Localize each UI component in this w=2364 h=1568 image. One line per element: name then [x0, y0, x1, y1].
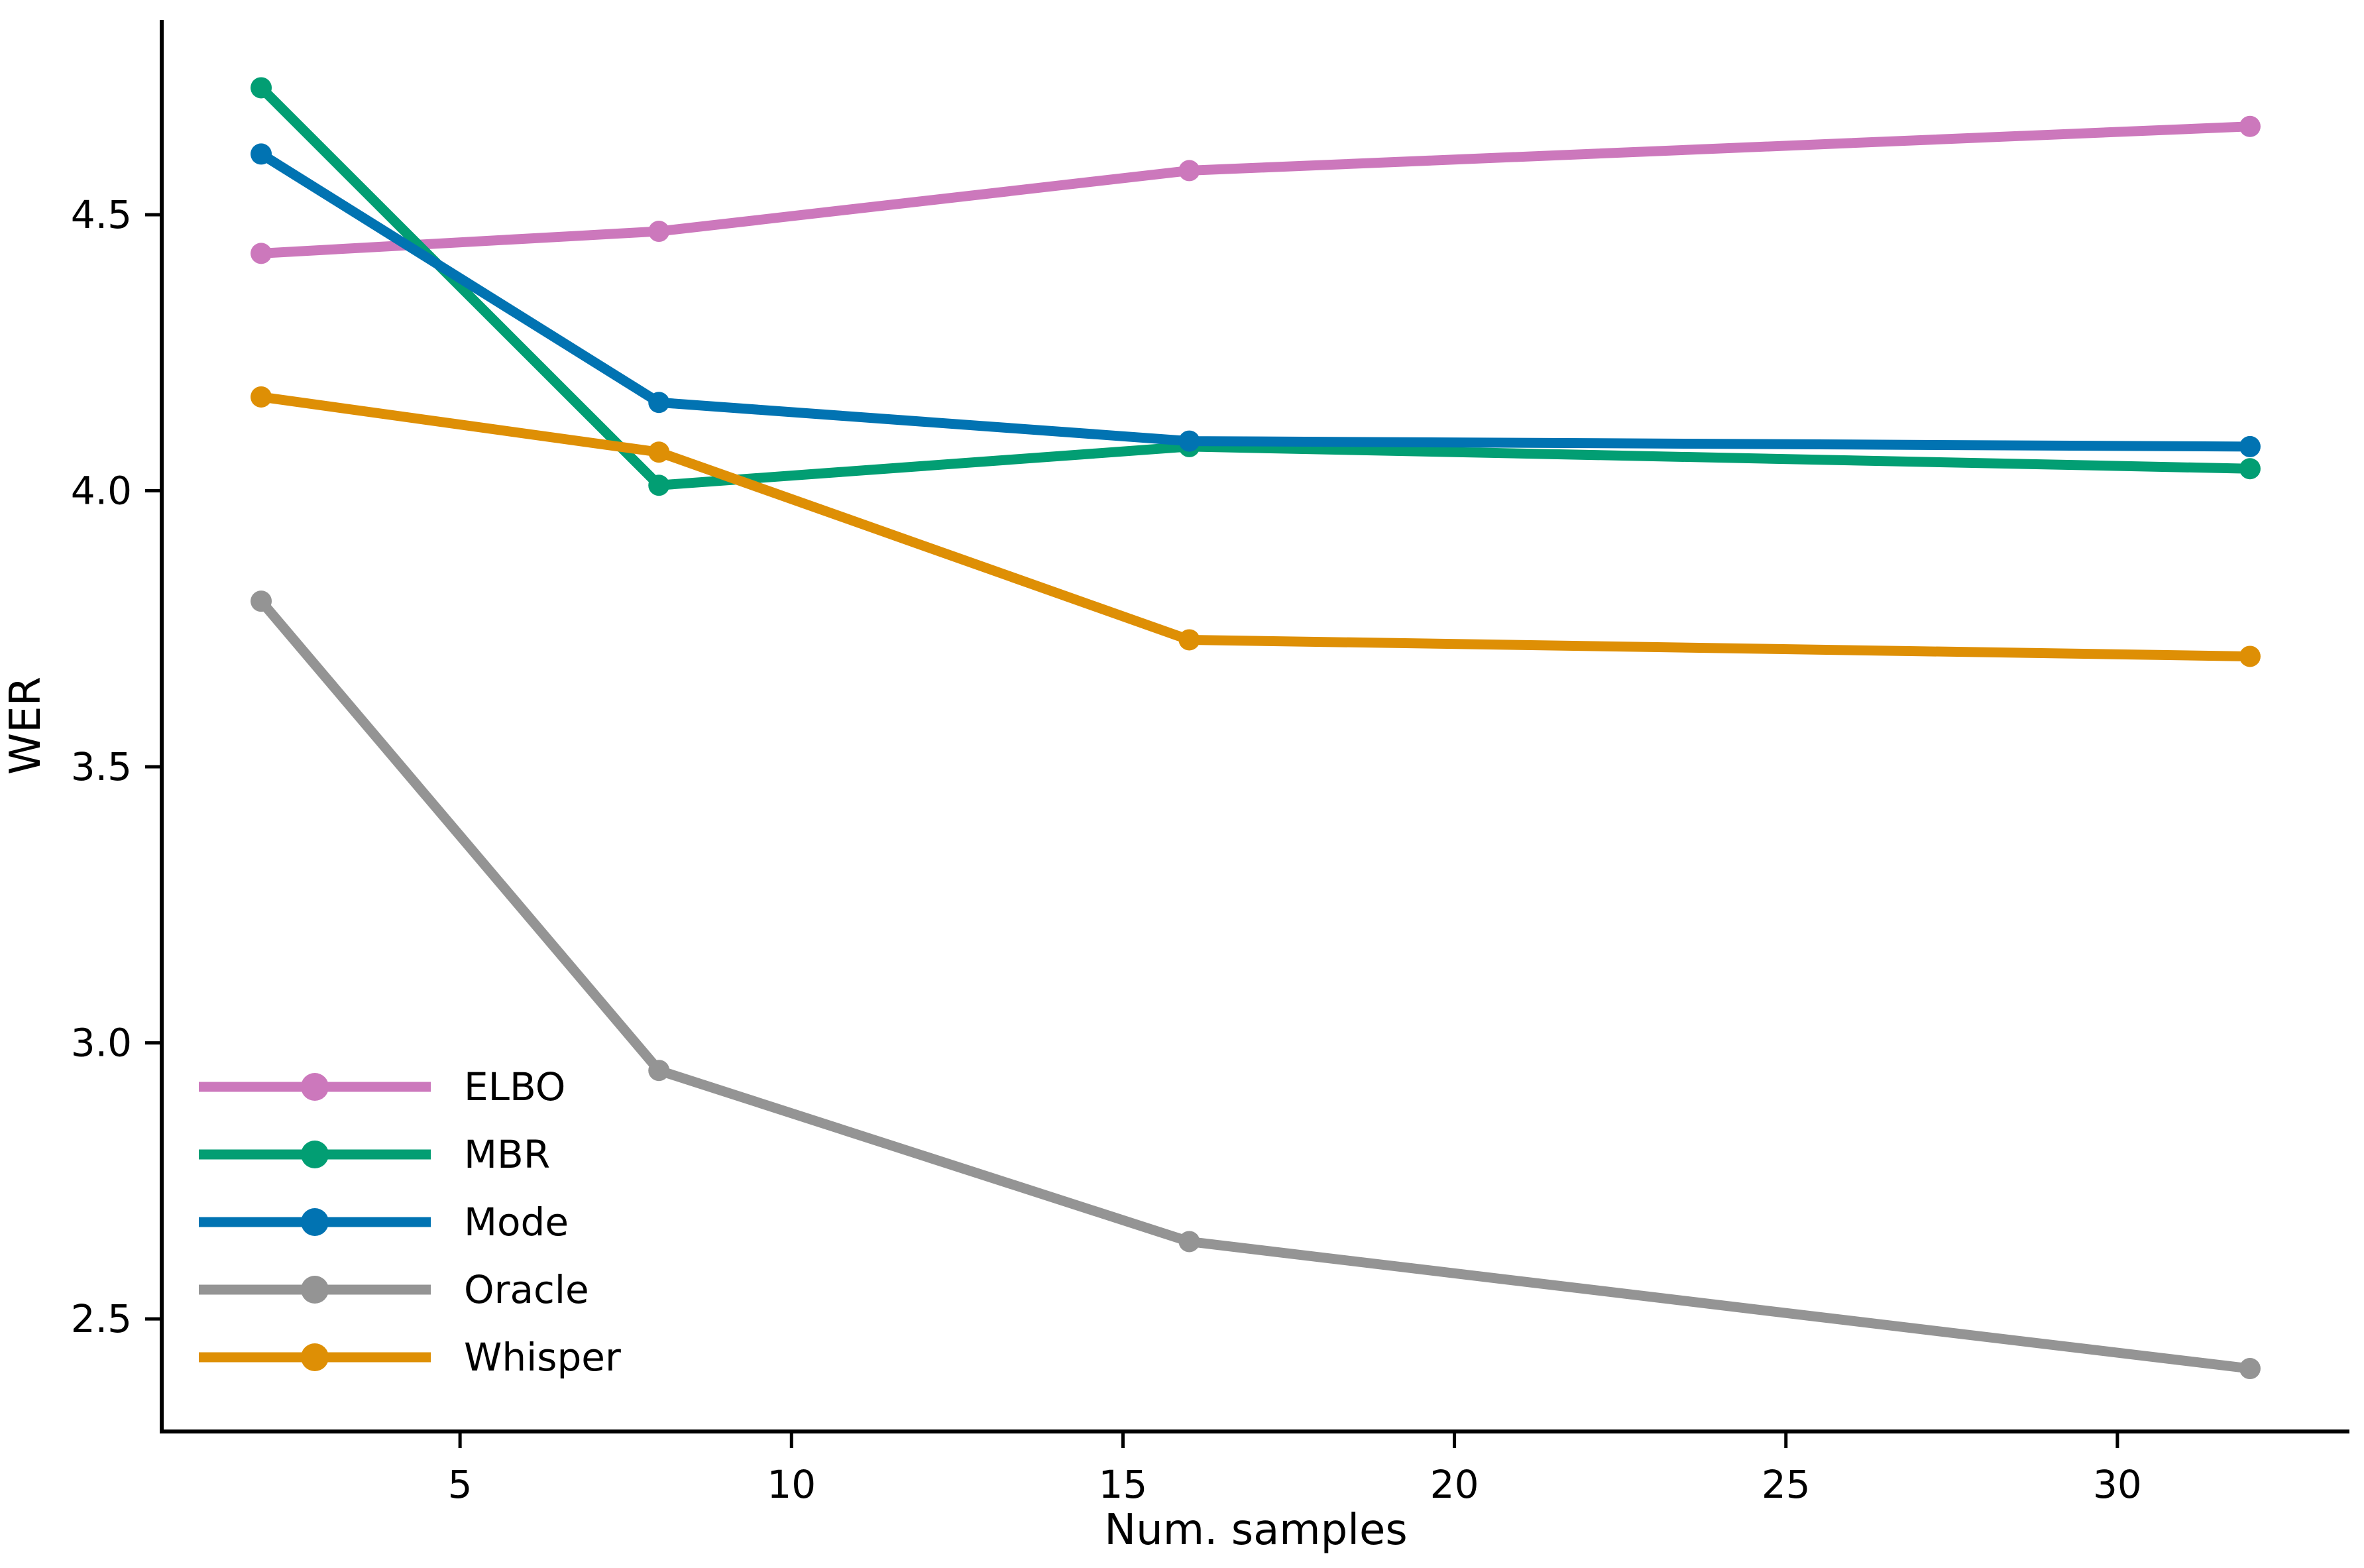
legend-item-elbo: ELBO — [199, 1064, 565, 1109]
data-point-oracle-x32 — [2239, 1358, 2261, 1380]
data-point-elbo-x32 — [2239, 115, 2261, 137]
data-point-elbo-x8 — [648, 221, 670, 243]
series-line-oracle — [256, 596, 2255, 1374]
data-point-oracle-x16 — [1178, 1231, 1200, 1253]
y-tick-label-4.5: 4.5 — [71, 192, 132, 237]
legend-item-oracle: Oracle — [199, 1267, 589, 1312]
legend-label-whisper: Whisper — [464, 1335, 621, 1380]
legend-marker-whisper — [301, 1343, 329, 1371]
y-axis: 2.5 3.0 3.5 4.0 4.5 — [71, 192, 162, 1341]
y-tick-label-4: 4.0 — [71, 469, 132, 514]
x-tick-label-25: 25 — [1762, 1462, 1811, 1507]
series-mode — [251, 143, 2261, 457]
data-point-mbr-x32 — [2239, 458, 2261, 480]
data-point-oracle-x2 — [251, 590, 272, 612]
series-group — [251, 77, 2261, 1380]
series-line-elbo — [256, 121, 2255, 258]
y-tick-label-3.5: 3.5 — [71, 744, 132, 789]
legend-label-mbr: MBR — [464, 1132, 550, 1177]
legend-label-oracle: Oracle — [464, 1267, 589, 1312]
series-elbo — [251, 115, 2261, 264]
data-point-oracle-x8 — [648, 1060, 670, 1082]
legend-marker-mode — [301, 1208, 329, 1236]
data-point-mode-x32 — [2239, 435, 2261, 457]
x-axis-label: Num. samples — [1104, 1506, 1408, 1555]
data-point-mbr-x8 — [648, 475, 670, 496]
series-line-mode — [256, 148, 2255, 452]
series-oracle — [251, 590, 2261, 1380]
legend-marker-elbo — [301, 1073, 329, 1101]
legend-item-whisper: Whisper — [199, 1335, 621, 1380]
x-tick-label-5: 5 — [448, 1462, 473, 1507]
x-tick-label-10: 10 — [767, 1462, 816, 1507]
data-point-elbo-x16 — [1178, 160, 1200, 182]
data-point-mode-x8 — [648, 392, 670, 414]
legend: ELBO MBR Mode Oracle Whisper — [199, 1064, 621, 1380]
legend-marker-mbr — [301, 1141, 329, 1168]
data-point-mbr-x2 — [251, 77, 272, 99]
x-axis: 5 10 15 20 25 30 — [448, 1431, 2142, 1507]
series-whisper — [251, 386, 2261, 667]
x-tick-label-15: 15 — [1099, 1462, 1148, 1507]
data-point-whisper-x8 — [648, 441, 670, 463]
legend-label-mode: Mode — [464, 1200, 569, 1245]
data-point-whisper-x2 — [251, 386, 272, 408]
x-tick-label-20: 20 — [1430, 1462, 1479, 1507]
legend-item-mbr: MBR — [199, 1132, 550, 1177]
data-point-mode-x2 — [251, 143, 272, 165]
data-point-whisper-x32 — [2239, 645, 2261, 667]
legend-label-elbo: ELBO — [464, 1064, 565, 1109]
data-point-whisper-x16 — [1178, 629, 1200, 651]
series-line-whisper — [256, 392, 2255, 661]
x-tick-label-30: 30 — [2093, 1462, 2142, 1507]
data-point-mode-x16 — [1178, 430, 1200, 452]
legend-item-mode: Mode — [199, 1200, 569, 1245]
legend-marker-oracle — [301, 1276, 329, 1304]
y-tick-label-3: 3.0 — [71, 1021, 132, 1066]
y-axis-label: WER — [1, 677, 50, 775]
series-line-mbr — [256, 82, 2255, 490]
data-point-elbo-x2 — [251, 243, 272, 264]
y-tick-label-2.5: 2.5 — [71, 1296, 132, 1341]
